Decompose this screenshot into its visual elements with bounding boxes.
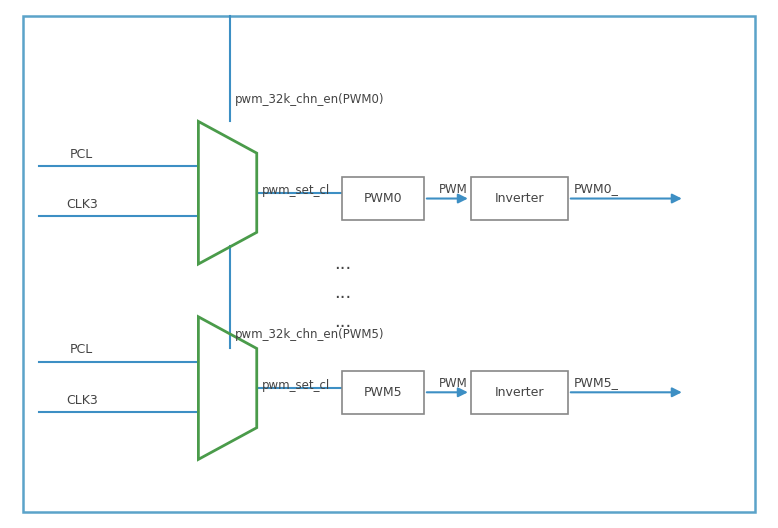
Text: PWM5: PWM5: [364, 386, 402, 399]
FancyBboxPatch shape: [471, 177, 568, 220]
Text: PWM: PWM: [439, 376, 468, 390]
Text: CLK3: CLK3: [66, 198, 98, 211]
FancyBboxPatch shape: [342, 177, 424, 220]
Text: pwm_32k_chn_en(PWM0): pwm_32k_chn_en(PWM0): [235, 92, 384, 106]
Text: ...: ...: [334, 313, 351, 331]
FancyBboxPatch shape: [471, 371, 568, 414]
FancyBboxPatch shape: [342, 371, 424, 414]
Text: PWM0: PWM0: [364, 192, 402, 205]
Text: pwm_set_cl: pwm_set_cl: [262, 184, 331, 197]
Text: Inverter: Inverter: [495, 386, 544, 399]
Text: PWM5_: PWM5_: [574, 375, 619, 389]
Text: PCL: PCL: [70, 148, 93, 161]
Text: PWM: PWM: [439, 183, 468, 196]
Text: PWM0_: PWM0_: [574, 182, 619, 195]
Text: CLK3: CLK3: [66, 393, 98, 407]
Text: pwm_32k_chn_en(PWM5): pwm_32k_chn_en(PWM5): [235, 327, 384, 341]
Text: Inverter: Inverter: [495, 192, 544, 205]
Text: ...: ...: [334, 284, 351, 302]
Text: ...: ...: [334, 255, 351, 273]
Text: PCL: PCL: [70, 343, 93, 356]
Text: pwm_set_cl: pwm_set_cl: [262, 379, 331, 392]
